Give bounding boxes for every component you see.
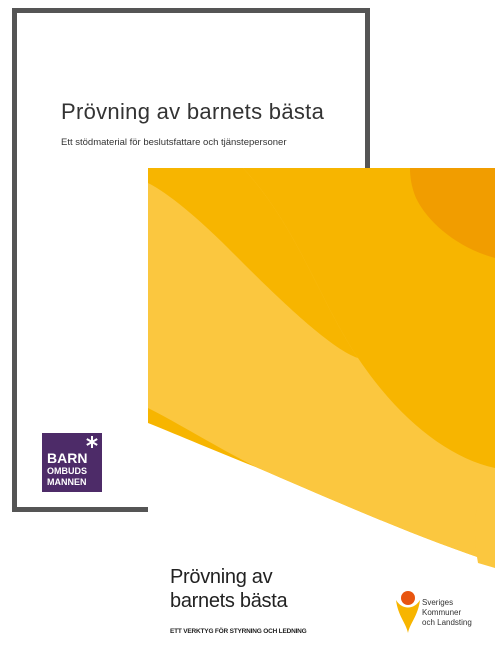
logo-line: MANNEN bbox=[47, 477, 87, 487]
skl-logo-line: Kommuner bbox=[422, 608, 462, 617]
barnombudsmannen-logo: BARN OMBUDS MANNEN bbox=[42, 433, 102, 492]
back-subtitle: Ett stödmaterial för beslutsfattare och … bbox=[61, 137, 287, 148]
front-title-line: barnets bästa bbox=[170, 590, 288, 612]
skl-logo-line: och Landsting bbox=[422, 618, 472, 627]
logo-line: BARN bbox=[47, 450, 88, 466]
front-subtitle: ETT VERKTYG FÖR STYRNING OCH LEDNING bbox=[170, 628, 307, 635]
back-title: Prövning av barnets bästa bbox=[61, 99, 325, 124]
logo-star bbox=[86, 436, 98, 448]
skl-logo-line: Sveriges bbox=[422, 598, 454, 607]
logo-line: OMBUDS bbox=[47, 466, 87, 476]
front-title-line: Prövning av bbox=[170, 566, 273, 588]
cover-art bbox=[148, 168, 495, 662]
front-cover: Prövning av barnets bästa ETT VERKTYG FÖ… bbox=[148, 168, 495, 662]
skl-logo-mark bbox=[396, 591, 420, 633]
